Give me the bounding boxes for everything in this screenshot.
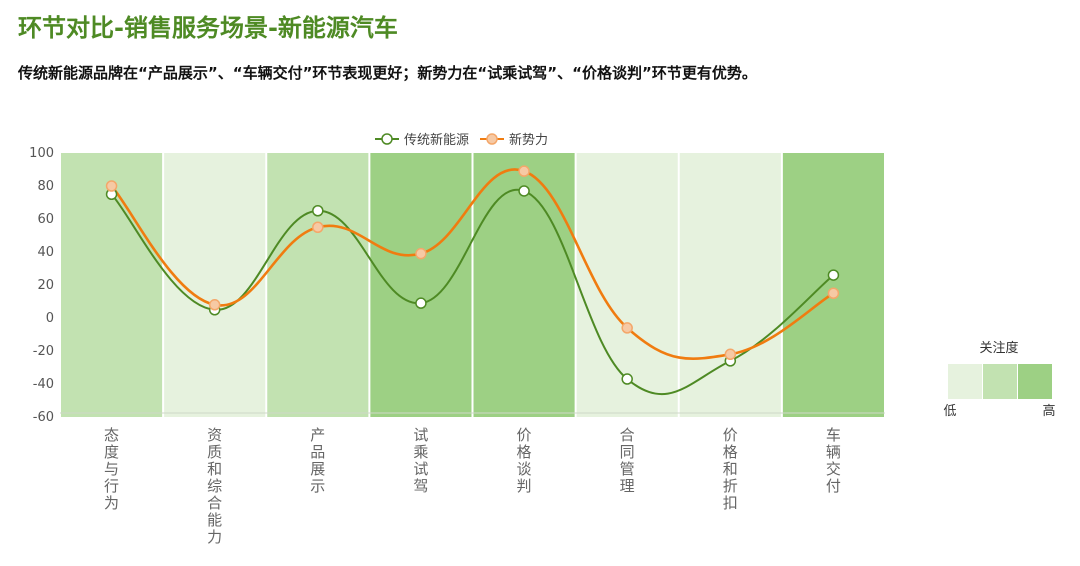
data-point-s2-8 bbox=[827, 287, 840, 299]
category-label: 价格和折扣 bbox=[723, 426, 738, 512]
category-label: 产品展示 bbox=[310, 426, 325, 495]
data-point-s1-4 bbox=[415, 297, 427, 309]
data-point-s1-3 bbox=[312, 205, 324, 217]
y-tick-label: 80 bbox=[37, 179, 54, 194]
visual-map-high-label: 高 bbox=[1042, 403, 1055, 419]
attention-band-4 bbox=[370, 153, 472, 417]
data-point-s2-1 bbox=[105, 180, 118, 192]
attention-bands bbox=[60, 153, 885, 417]
attention-band-3 bbox=[267, 153, 369, 417]
legend-marker-1 bbox=[381, 133, 393, 145]
category-label: 态度与行为 bbox=[104, 426, 119, 512]
series-line-1 bbox=[110, 188, 835, 396]
category-label: 价格谈判 bbox=[517, 426, 532, 495]
y-tick-label: -60 bbox=[33, 410, 54, 425]
series-points bbox=[105, 165, 840, 385]
visual-map-swatch-3 bbox=[1018, 364, 1052, 399]
data-point-s2-5 bbox=[518, 165, 530, 177]
chart-title: 环节对比-销售服务场景-新能源汽车 bbox=[18, 14, 398, 42]
data-point-s1-6 bbox=[621, 373, 633, 385]
legend-label-2: 新势力 bbox=[509, 132, 548, 148]
data-point-s2-6 bbox=[621, 322, 633, 334]
category-label: 车辆交付 bbox=[826, 426, 841, 495]
data-point-s2-2 bbox=[208, 299, 221, 311]
legend-marker-2 bbox=[486, 133, 498, 145]
data-point-s1-5 bbox=[518, 185, 530, 197]
legend-label-1: 传统新能源 bbox=[404, 132, 469, 148]
y-tick-label: 40 bbox=[37, 245, 54, 260]
attention-band-2 bbox=[164, 153, 266, 417]
chart-subtitle: 传统新能源品牌在“产品展示”、“车辆交付”环节表现更好；新势力在“试乘试驾”、“… bbox=[18, 64, 757, 82]
data-point-s2-3 bbox=[312, 221, 324, 233]
y-tick-label: 100 bbox=[29, 146, 54, 161]
attention-band-5 bbox=[473, 153, 575, 417]
attention-band-6 bbox=[576, 153, 678, 417]
attention-band-8 bbox=[782, 153, 884, 417]
data-point-s1-8 bbox=[827, 269, 840, 281]
category-label: 合同管理 bbox=[620, 426, 635, 495]
y-axis: 100 80 60 40 20 0 -20 -40 -60 bbox=[29, 146, 54, 425]
category-label: 资质和综合能力 bbox=[207, 426, 222, 546]
y-tick-label: 20 bbox=[37, 278, 54, 293]
y-tick-label: 60 bbox=[37, 212, 54, 227]
visual-map-swatch-1 bbox=[948, 364, 982, 399]
y-tick-label: 0 bbox=[46, 311, 54, 326]
y-tick-label: -20 bbox=[33, 344, 54, 359]
visual-map-low-label: 低 bbox=[943, 404, 956, 419]
y-tick-label: -40 bbox=[33, 377, 54, 392]
attention-band-7 bbox=[679, 153, 781, 417]
data-point-s2-4 bbox=[415, 247, 427, 260]
x-axis: 态度与行为 资质和综合能力 产品展示 试乘试驾 价格谈判 合同管理 价格和折扣 车辆交付 bbox=[104, 426, 841, 546]
visual-map-swatch-2 bbox=[983, 364, 1017, 399]
category-label: 试乘试驾 bbox=[413, 426, 428, 495]
legend: 传统新能源 新势力 bbox=[375, 132, 548, 148]
visual-map-title: 关注度 bbox=[979, 340, 1018, 356]
data-point-s2-7 bbox=[724, 348, 737, 361]
